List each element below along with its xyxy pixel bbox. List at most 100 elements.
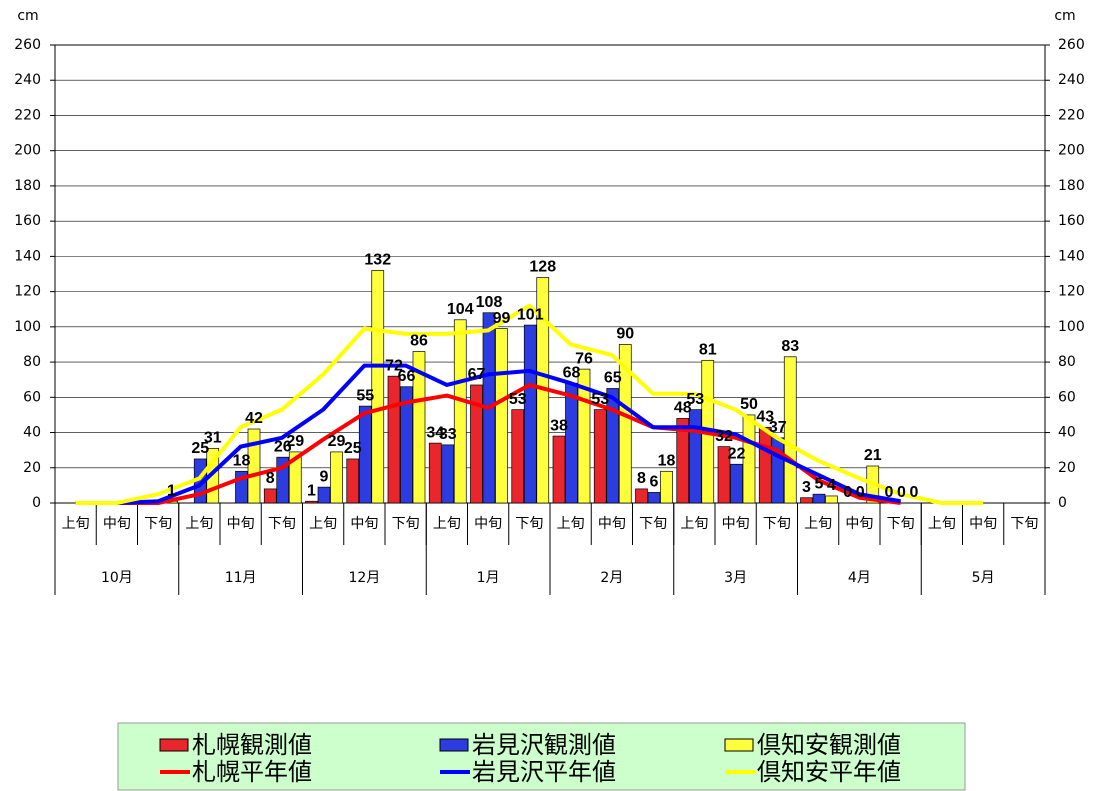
bar — [388, 376, 400, 503]
value-label: 1 — [167, 482, 176, 499]
y2-tick-label: 40 — [1058, 425, 1076, 441]
value-label: 132 — [364, 252, 391, 269]
value-label: 104 — [447, 301, 474, 318]
y2-tick-label: 160 — [1058, 213, 1085, 229]
y2-tick-label: 60 — [1058, 389, 1076, 405]
bar — [648, 492, 660, 503]
bar — [347, 459, 359, 503]
bar — [566, 383, 578, 503]
value-label: 83 — [781, 338, 799, 355]
x-tick-label: 下旬 — [515, 516, 543, 532]
y2-tick-label: 100 — [1058, 319, 1085, 335]
x-tick-label: 下旬 — [144, 516, 172, 532]
x-tick-label: 上旬 — [680, 516, 708, 532]
value-label: 5 — [815, 475, 824, 492]
value-label: 18 — [233, 453, 251, 470]
value-label: 0 — [897, 484, 906, 501]
bar — [331, 452, 343, 503]
bar — [731, 464, 743, 503]
value-label: 1 — [307, 482, 316, 499]
value-label: 21 — [864, 447, 882, 464]
bar — [496, 329, 508, 503]
legend-label: 札幌観測値 — [192, 731, 312, 759]
y2-tick-label: 200 — [1058, 143, 1085, 159]
bar — [801, 498, 813, 503]
bar — [661, 471, 673, 503]
y-tick-label: 0 — [32, 495, 41, 511]
value-label: 33 — [439, 426, 457, 443]
value-label: 0 — [856, 484, 865, 501]
legend-label: 倶知安平年値 — [757, 758, 901, 786]
value-label: 31 — [204, 430, 222, 447]
value-label: 29 — [328, 433, 346, 450]
value-label: 90 — [616, 326, 634, 343]
bar — [689, 410, 701, 503]
y-tick-label: 120 — [14, 284, 41, 300]
value-label: 42 — [245, 410, 263, 427]
value-label: 29 — [286, 433, 304, 450]
y-tick-label: 180 — [14, 178, 41, 194]
value-label: 50 — [740, 396, 758, 413]
bar — [429, 443, 441, 503]
bar — [636, 489, 648, 503]
value-label: 6 — [650, 474, 659, 491]
y-tick-label: 160 — [14, 213, 41, 229]
legend-swatch — [160, 739, 188, 751]
bar — [826, 496, 838, 503]
legend-label: 岩見沢観測値 — [472, 731, 616, 759]
y-tick-label: 220 — [14, 107, 41, 123]
value-label: 8 — [637, 470, 646, 487]
x-tick-label: 中旬 — [722, 516, 750, 532]
value-label: 3 — [802, 479, 811, 496]
x-tick-label: 上旬 — [62, 516, 90, 532]
bar — [553, 436, 565, 503]
value-label: 9 — [320, 468, 329, 485]
value-label: 101 — [517, 306, 544, 323]
x-tick-label: 下旬 — [392, 516, 420, 532]
x-tick-label: 下旬 — [887, 516, 915, 532]
value-label: 22 — [728, 445, 746, 462]
chart: cm cm 0204060801001201401601802002202402… — [0, 0, 1095, 791]
legend-swatch — [440, 739, 468, 751]
group-label: 12月 — [348, 570, 380, 586]
value-label: 67 — [468, 366, 486, 383]
x-tick-label: 中旬 — [598, 516, 626, 532]
bar — [264, 489, 276, 503]
y-tick-label: 100 — [14, 319, 41, 335]
y2-tick-label: 240 — [1058, 72, 1085, 88]
y2-tick-label: 220 — [1058, 107, 1085, 123]
y-tick-label: 140 — [14, 248, 41, 264]
group-label: 2月 — [600, 570, 623, 586]
value-label: 53 — [591, 391, 609, 408]
value-label: 32 — [715, 428, 733, 445]
group-label: 10月 — [101, 570, 133, 586]
legend-label: 倶知安観測値 — [757, 731, 901, 759]
value-label: 37 — [769, 419, 787, 436]
x-tick-label: 下旬 — [763, 516, 791, 532]
value-label: 53 — [686, 391, 704, 408]
value-label: 76 — [575, 350, 593, 367]
value-label: 128 — [529, 259, 556, 276]
x-tick-label: 中旬 — [845, 516, 873, 532]
y2-tick-label: 140 — [1058, 248, 1085, 264]
value-label: 55 — [356, 387, 374, 404]
value-label: 0 — [885, 484, 894, 501]
value-label: 4 — [827, 477, 836, 494]
y-tick-label: 80 — [23, 354, 41, 370]
y-tick-label: 40 — [23, 425, 41, 441]
group-label: 4月 — [848, 570, 871, 586]
legend-swatch — [725, 739, 753, 751]
y2-tick-label: 180 — [1058, 178, 1085, 194]
y-tick-label: 240 — [14, 72, 41, 88]
bar — [813, 494, 825, 503]
bar — [318, 487, 330, 503]
x-tick-label: 中旬 — [969, 516, 997, 532]
value-label: 38 — [550, 417, 568, 434]
y-tick-label: 20 — [23, 460, 41, 476]
x-tick-label: 下旬 — [1010, 516, 1038, 532]
bar — [306, 501, 318, 503]
x-tick-label: 中旬 — [474, 516, 502, 532]
bar — [759, 427, 771, 503]
y-axis-label: cm — [17, 8, 38, 24]
bar — [454, 320, 466, 503]
